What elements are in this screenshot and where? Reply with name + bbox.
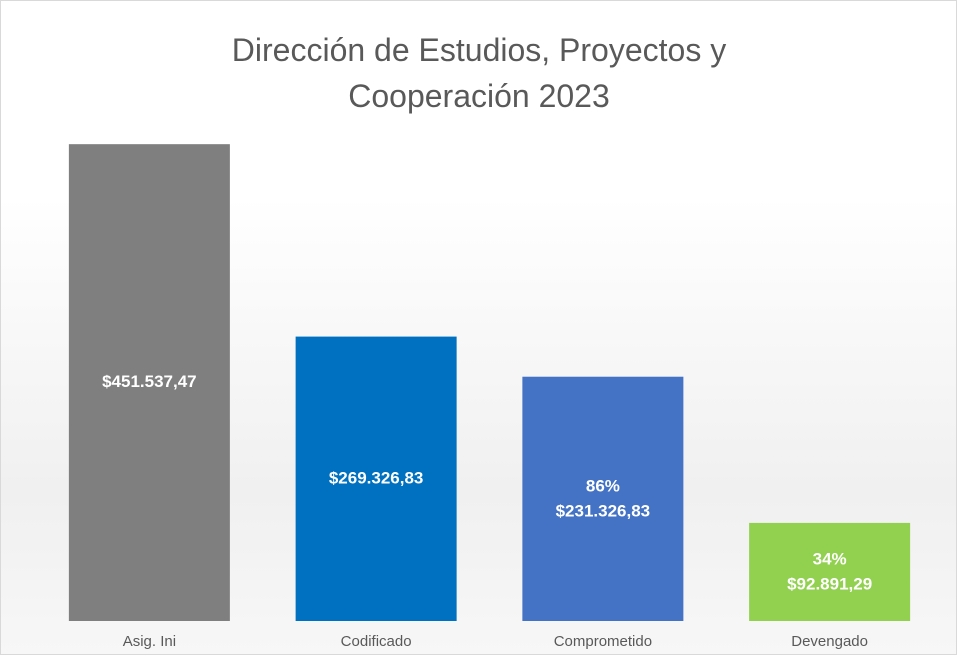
x-tick-label: Devengado	[791, 633, 868, 650]
x-tick-label: Asig. Ini	[123, 633, 176, 650]
value-label: $231.326,83	[556, 501, 651, 520]
share-label: 86%	[586, 476, 620, 495]
bar	[295, 336, 457, 621]
bar	[522, 376, 684, 621]
value-label: $92.891,29	[787, 574, 872, 593]
x-tick-label: Codificado	[341, 633, 412, 650]
bar	[749, 522, 911, 621]
value-label: $269.326,83	[329, 468, 424, 487]
value-label: $451.537,47	[102, 372, 197, 391]
bar	[68, 144, 230, 621]
share-label: 34%	[813, 549, 847, 568]
chart-title: Dirección de Estudios, Proyectos y Coope…	[231, 32, 727, 114]
x-tick-label: Comprometido	[554, 633, 652, 650]
